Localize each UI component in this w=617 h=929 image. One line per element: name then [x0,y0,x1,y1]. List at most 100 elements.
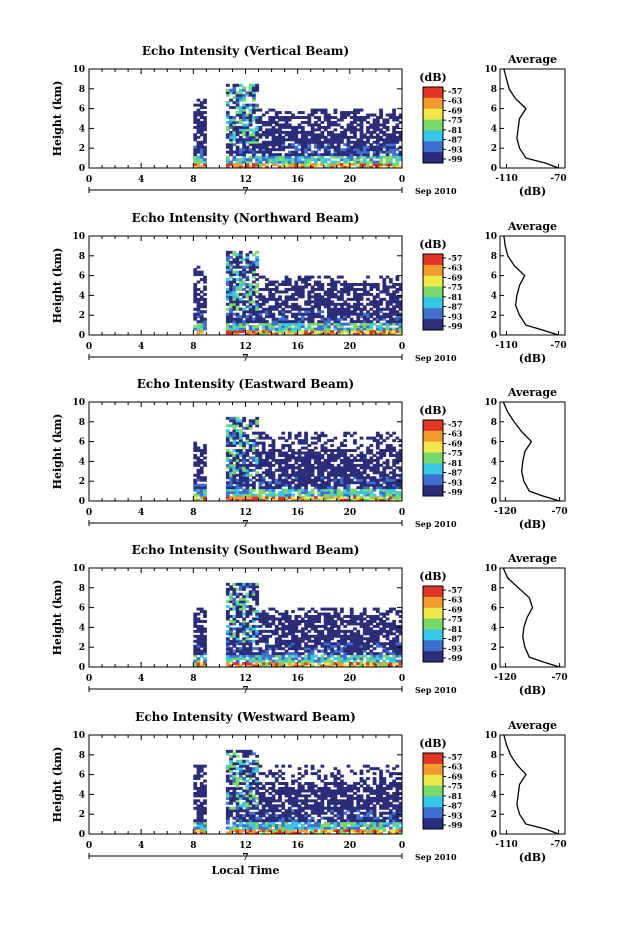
heatmap-cell [385,150,390,154]
heatmap-cell [242,138,246,142]
heatmap-cell [300,481,305,485]
heatmap-cell [287,657,292,661]
heatmap-cell [336,662,341,666]
heatmap-cell [333,307,338,311]
heatmap-cell [229,290,233,294]
heatmap-cell [294,488,299,492]
heatmap-cell [245,113,250,117]
heatmap-cell [375,123,380,127]
heatmap-cell [199,160,204,164]
heatmap-cell [199,158,204,162]
colorbar-tick-label: -81 [448,624,462,634]
heatmap-cell [323,441,328,445]
heatmap-cell [317,305,321,309]
heatmap-cell [248,325,253,329]
heatmap-cell [232,463,237,467]
heatmap-cell [238,275,243,279]
heatmap-cell [261,451,266,455]
heatmap-cell [294,305,299,309]
heatmap-cell [225,158,230,162]
heatmap-cell [248,595,253,599]
heatmap-cell [242,471,246,475]
x-tick-label: 16 [291,674,304,684]
heatmap-cell [343,287,348,291]
y-tick-label: 2 [79,144,85,154]
heatmap-cell [245,466,250,470]
heatmap-cell [366,458,370,462]
heatmap-cell [287,145,292,149]
heatmap-cell [349,297,354,301]
heatmap-cell [199,654,204,658]
heatmap-cell [258,150,263,154]
heatmap-cell [261,310,266,314]
heatmap-cell [388,300,393,304]
heatmap-cell [356,478,361,482]
heatmap-cell [203,657,207,661]
heatmap-cell [287,624,292,628]
heatmap-cell [255,263,260,267]
heatmap-cell [193,125,198,129]
heatmap-cell [238,654,243,658]
colorbar-frame [422,585,444,663]
heatmap-cell [366,120,370,124]
average-y-tick-label: 2 [491,144,497,154]
heatmap-cell [388,639,393,643]
heatmap-cell [281,327,286,331]
heatmap-cell [327,617,331,621]
colorbar-swatch [423,640,443,652]
heatmap-cell [336,657,341,661]
heatmap-cell [199,106,204,110]
heatmap-cell [252,320,256,324]
heatmap-cell [193,612,198,616]
heatmap-cell [242,330,246,334]
heatmap-cell [284,280,289,284]
heatmap-cell [327,322,331,326]
heatmap-cell [304,310,308,314]
heatmap-cell [258,498,263,502]
colorbar-frame [422,253,444,331]
heatmap-cell [300,295,305,299]
heatmap-cell [268,283,273,286]
heatmap-cell [327,607,331,611]
heatmap-cell [281,612,286,616]
heatmap-cell [382,629,387,633]
heatmap-cell [193,449,198,452]
heatmap-cell [235,327,240,331]
heatmap-cell [297,439,302,443]
heatmap-cell [323,322,328,326]
heatmap-cell [392,481,396,485]
heatmap-cell [388,486,393,490]
heatmap-cell [271,456,276,460]
y-tick-label: 10 [72,398,85,408]
heatmap-cell [388,332,393,336]
heatmap-cell [271,135,276,139]
heatmap-cell [349,283,354,286]
heatmap-cell [385,287,390,291]
heatmap-cell [297,453,302,457]
heatmap-cell [307,290,312,294]
heatmap-cell [248,590,253,594]
heatmap-cell [199,150,204,154]
heatmap-cell [265,315,269,319]
heatmap-cell [261,629,266,633]
heatmap-cell [379,307,383,311]
heatmap-cell [261,143,266,147]
colorbar-swatch [423,141,443,153]
heatmap-cell [388,285,393,289]
heatmap-cell [395,466,400,470]
heatmap-cell [252,135,256,139]
heatmap-cell [261,486,266,490]
heatmap-cell [245,426,250,430]
heatmap-cell [225,253,230,257]
heatmap-cell [271,632,276,636]
heatmap-cell [238,317,243,321]
heatmap-cell [294,627,299,631]
heatmap-cell [196,804,201,808]
heatmap-cell [235,165,240,169]
heatmap-cell [287,332,292,336]
heatmap-cell [340,118,344,122]
heatmap-cell [343,449,348,452]
heatmap-cell [366,165,370,169]
heatmap-cell [362,322,367,326]
heatmap-cell [369,125,374,129]
